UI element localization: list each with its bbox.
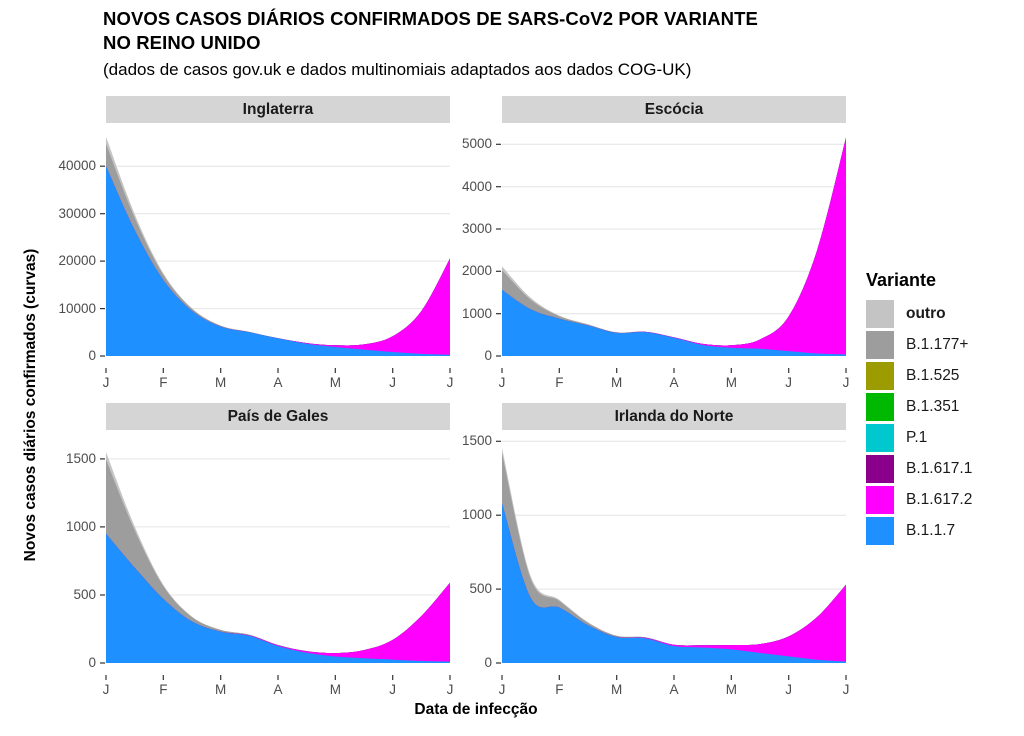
legend-swatch-icon — [866, 455, 894, 483]
facet-strip: Escócia — [502, 96, 846, 123]
x-tick-label: M — [215, 682, 227, 697]
x-tick-label: J — [389, 682, 397, 697]
y-tick-label: 0 — [88, 348, 96, 363]
y-tick-label: 500 — [73, 586, 96, 602]
x-tick-label: J — [498, 375, 506, 390]
stacked-area-chart — [496, 137, 847, 373]
y-tick-label: 30000 — [58, 205, 96, 221]
stacked-area-chart — [496, 440, 847, 680]
x-tick-label: J — [785, 682, 793, 697]
chart-subtitle: (dados de casos gov.uk e dados multinomi… — [103, 60, 692, 79]
legend-label: B.1.617.2 — [906, 491, 973, 508]
legend-swatch-icon — [866, 362, 894, 390]
x-tick-label: M — [215, 375, 227, 390]
x-tick-label: J — [446, 375, 454, 390]
y-tick-label: 1000 — [461, 507, 492, 523]
legend: Variante outro B.1.177+ B.1.525 B.1.351 P.1 B… — [866, 270, 1022, 548]
facet-strip: Inglaterra — [106, 96, 450, 123]
x-tick-label: M — [725, 682, 737, 697]
x-tick-label: J — [446, 682, 454, 697]
legend-item: B.1.1.7 — [866, 517, 1022, 545]
legend-label: B.1.351 — [906, 398, 960, 415]
y-tick-label: 4000 — [461, 178, 492, 194]
plot-area: 0 500 1000 1500 J F M A M J J — [462, 431, 849, 697]
legend-swatch-icon — [866, 300, 894, 328]
legend-label: B.1.525 — [906, 367, 960, 384]
x-tick-label: M — [611, 375, 623, 390]
legend-items: outro B.1.177+ B.1.525 B.1.351 P.1 B.1.617.1 B… — [866, 300, 1022, 545]
legend-swatch-icon — [866, 424, 894, 452]
legend-label: P.1 — [906, 429, 928, 446]
legend-item: outro — [866, 300, 1022, 328]
y-tick-label: 2000 — [461, 263, 492, 279]
x-tick-label: J — [389, 375, 397, 390]
x-axis-title: Data de infecção — [414, 701, 538, 718]
legend-title: Variante — [866, 270, 937, 290]
plot-area: 0 500 1000 1500 J F M A M J J — [66, 431, 453, 697]
y-tick-label: 1500 — [65, 450, 96, 466]
x-tick-label: F — [555, 375, 564, 390]
y-tick-label: 500 — [469, 581, 492, 597]
x-tick-label: J — [102, 375, 110, 390]
legend-swatch-icon — [866, 331, 894, 359]
facet-panel-escocia: Escócia 0 1000 2000 3000 4000 5000 J F M A M J J — [462, 96, 849, 390]
y-tick-label: 1000 — [65, 518, 96, 534]
legend-label: B.1.1.7 — [906, 522, 956, 539]
y-tick-label: 3000 — [461, 220, 492, 236]
legend-item: B.1.177+ — [866, 331, 1022, 359]
legend-item: B.1.525 — [866, 362, 1022, 390]
x-tick-label: M — [329, 682, 341, 697]
facet-strip: Irlanda do Norte — [502, 403, 846, 430]
x-tick-label: M — [611, 682, 623, 697]
legend-label: B.1.177+ — [906, 336, 969, 353]
facet-panel-inglaterra: Inglaterra 0 10000 20000 30000 40000 J F M A M J J — [58, 96, 453, 390]
x-tick-label: F — [159, 375, 168, 390]
area-B.1.1.7 — [502, 503, 846, 663]
x-tick-label: M — [725, 375, 737, 390]
y-tick-label: 1000 — [461, 305, 492, 321]
x-tick-label: M — [329, 375, 341, 390]
plot-area: 0 1000 2000 3000 4000 5000 J F M A M J J — [462, 124, 849, 390]
y-tick-label: 0 — [484, 655, 492, 670]
x-tick-label: A — [273, 682, 283, 697]
legend-label: outro — [906, 305, 946, 322]
legend-item: P.1 — [866, 424, 1022, 452]
y-tick-label: 10000 — [58, 300, 96, 316]
facet-strip: País de Gales — [106, 403, 450, 430]
x-tick-label: A — [669, 375, 679, 390]
legend-swatch-icon — [866, 517, 894, 545]
stacked-area-chart — [100, 452, 451, 680]
x-tick-label: J — [842, 375, 850, 390]
y-tick-label: 1500 — [461, 433, 492, 449]
legend-swatch-icon — [866, 486, 894, 514]
x-tick-label: J — [498, 682, 506, 697]
area-B.1.1.7 — [106, 533, 450, 663]
legend-item: B.1.351 — [866, 393, 1022, 421]
y-tick-label: 40000 — [58, 158, 96, 174]
chart-title: NOVOS CASOS DIÁRIOS CONFIRMADOS DE SARS-… — [103, 8, 758, 53]
facet-panel-pais-de-gales: País de Gales 0 500 1000 1500 J F M A M J J — [66, 403, 453, 697]
x-tick-label: A — [669, 682, 679, 697]
y-tick-label: 5000 — [461, 136, 492, 152]
x-tick-label: J — [785, 375, 793, 390]
facet-panel-irlanda-do-norte: Irlanda do Norte 0 500 1000 1500 J F M A M J J — [462, 403, 849, 697]
legend-item: B.1.617.2 — [866, 486, 1022, 514]
stacked-area-chart — [100, 136, 451, 373]
y-tick-label: 0 — [88, 655, 96, 670]
legend-item: B.1.617.1 — [866, 455, 1022, 483]
legend-label: B.1.617.1 — [906, 460, 973, 477]
x-tick-label: J — [102, 682, 110, 697]
y-tick-label: 0 — [484, 348, 492, 363]
x-tick-label: J — [842, 682, 850, 697]
area-B.1.1.7 — [106, 166, 450, 356]
x-tick-label: F — [555, 682, 564, 697]
x-tick-label: F — [159, 682, 168, 697]
y-tick-label: 20000 — [58, 253, 96, 269]
legend-swatch-icon — [866, 393, 894, 421]
plot-area: 0 10000 20000 30000 40000 J F M A M J J — [58, 124, 453, 390]
x-tick-label: A — [273, 375, 283, 390]
area-B.1.1.7 — [502, 290, 846, 356]
